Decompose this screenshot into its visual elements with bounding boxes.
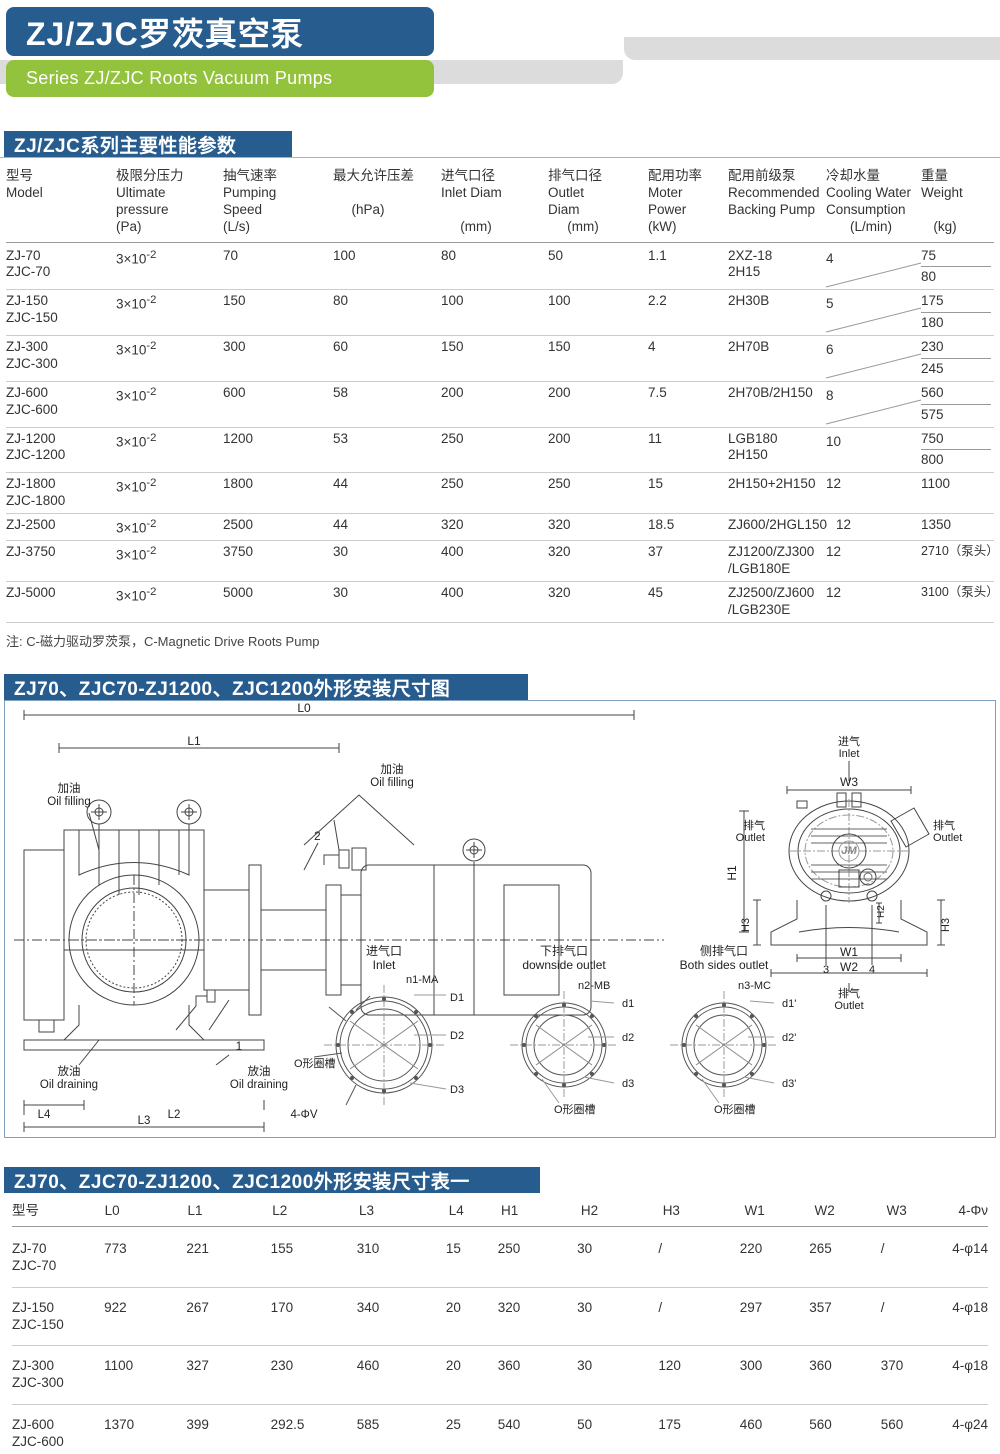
svg-text:Inlet: Inlet xyxy=(839,748,860,760)
svg-text:2: 2 xyxy=(314,829,321,843)
svg-text:4: 4 xyxy=(869,964,875,976)
svg-text:1: 1 xyxy=(236,1041,242,1053)
svg-text:W3: W3 xyxy=(840,775,858,789)
svg-text:W2: W2 xyxy=(840,960,858,974)
svg-text:加油: 加油 xyxy=(58,781,81,795)
svg-text:Oil draining: Oil draining xyxy=(40,1079,98,1091)
svg-text:加油: 加油 xyxy=(381,762,404,776)
svg-text:D3: D3 xyxy=(450,1084,464,1096)
svg-text:进气: 进气 xyxy=(838,734,860,748)
svg-text:Oil filling: Oil filling xyxy=(47,796,90,808)
svg-text:进气口: 进气口 xyxy=(366,943,402,958)
svg-text:JM: JM xyxy=(841,845,857,857)
svg-text:n2-MB: n2-MB xyxy=(578,980,610,992)
svg-text:排气: 排气 xyxy=(933,818,955,832)
svg-text:L3: L3 xyxy=(138,1115,151,1127)
svg-text:Outlet: Outlet xyxy=(736,832,765,844)
svg-text:4-ΦV: 4-ΦV xyxy=(290,1109,317,1121)
svg-text:L4: L4 xyxy=(38,1109,51,1121)
svg-text:L1: L1 xyxy=(187,734,201,748)
svg-text:放油: 放油 xyxy=(248,1064,271,1078)
svg-text:d1: d1 xyxy=(622,998,634,1010)
svg-text:3: 3 xyxy=(823,964,829,976)
svg-text:n1-MA: n1-MA xyxy=(406,974,439,986)
svg-text:Inlet: Inlet xyxy=(373,958,396,972)
svg-text:d3: d3 xyxy=(622,1078,634,1090)
svg-text:d2': d2' xyxy=(782,1032,796,1044)
svg-text:W1: W1 xyxy=(840,945,858,959)
svg-text:Oil filling: Oil filling xyxy=(370,777,413,789)
svg-text:排气: 排气 xyxy=(743,818,765,832)
svg-text:downside outlet: downside outlet xyxy=(522,958,606,972)
svg-text:H3: H3 xyxy=(740,918,752,932)
svg-text:Outlet: Outlet xyxy=(933,832,962,844)
svg-text:侧排气口: 侧排气口 xyxy=(700,943,748,958)
svg-text:H2: H2 xyxy=(876,905,887,918)
svg-text:D2: D2 xyxy=(450,1030,464,1042)
svg-text:L2: L2 xyxy=(168,1109,181,1121)
svg-text:O形圈槽: O形圈槽 xyxy=(294,1057,336,1070)
svg-text:Both sides outlet: Both sides outlet xyxy=(680,958,769,972)
svg-text:H1: H1 xyxy=(725,865,739,881)
svg-text:Outlet: Outlet xyxy=(834,1000,863,1012)
svg-text:H3: H3 xyxy=(940,918,952,932)
svg-text:D1: D1 xyxy=(450,992,464,1004)
svg-text:d2: d2 xyxy=(622,1032,634,1044)
svg-text:d3': d3' xyxy=(782,1078,796,1090)
svg-text:d1': d1' xyxy=(782,998,796,1010)
svg-text:Oil draining: Oil draining xyxy=(230,1079,288,1091)
svg-text:O形圈槽: O形圈槽 xyxy=(714,1103,756,1116)
svg-text:L0: L0 xyxy=(297,701,311,715)
svg-text:放油: 放油 xyxy=(58,1064,81,1078)
svg-text:n3-MC: n3-MC xyxy=(738,980,771,992)
svg-text:下排气口: 下排气口 xyxy=(540,943,588,958)
svg-text:O形圈槽: O形圈槽 xyxy=(554,1103,596,1116)
